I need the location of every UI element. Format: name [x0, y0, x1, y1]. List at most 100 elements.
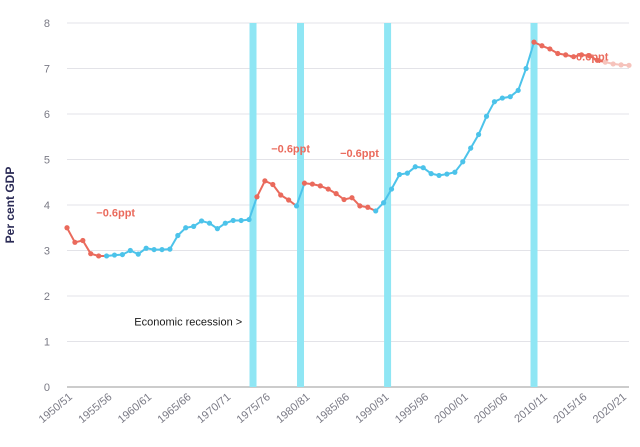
- data-point: [80, 237, 86, 244]
- data-point: [460, 159, 466, 165]
- y-tick-label: 7: [44, 64, 50, 76]
- x-tick-label: 2015/16: [551, 391, 589, 426]
- y-tick-label: 3: [44, 246, 50, 258]
- annotation-label: Economic recession >: [134, 317, 242, 329]
- data-point: [444, 171, 450, 177]
- recession-band: [384, 23, 392, 387]
- data-point: [270, 181, 276, 188]
- data-point: [365, 204, 371, 210]
- data-point: [436, 172, 442, 179]
- data-point: [127, 247, 133, 254]
- y-tick-label: 4: [44, 200, 50, 212]
- x-tick-label: 1995/96: [393, 391, 431, 426]
- annotation-label: −0.6ppt: [271, 144, 310, 156]
- data-point: [388, 186, 395, 192]
- data-point: [254, 194, 260, 200]
- data-point: [103, 253, 110, 259]
- data-point: [523, 65, 529, 72]
- series-segment: [295, 182, 306, 207]
- data-point: [412, 164, 418, 170]
- y-tick-label: 1: [44, 337, 50, 349]
- data-point: [531, 39, 537, 45]
- data-point: [349, 195, 355, 201]
- data-point: [206, 220, 213, 226]
- data-point: [317, 183, 323, 189]
- annotation-label: −0.6ppt: [570, 51, 609, 63]
- data-point: [555, 50, 561, 57]
- data-point: [88, 251, 94, 257]
- x-tick-label: 2010/11: [512, 391, 550, 425]
- data-point: [238, 217, 244, 224]
- y-tick-label: 2: [44, 291, 50, 303]
- data-point: [293, 203, 300, 209]
- data-point: [563, 52, 569, 58]
- data-point: [483, 113, 490, 119]
- x-tick-label: 2020/21: [591, 391, 629, 426]
- y-tick-label: 6: [44, 109, 50, 121]
- data-point: [333, 191, 339, 197]
- x-axis-ticks: 1950/51 1955/56 1960/61 1965/66 1970/71 1975/…: [37, 391, 629, 426]
- x-tick-label: 1950/51: [37, 391, 75, 426]
- annotation-label: −0.6ppt: [340, 148, 379, 160]
- x-tick-label: 2005/06: [472, 391, 510, 426]
- series-segment: [533, 41, 606, 64]
- data-point: [191, 223, 197, 229]
- data-point: [594, 57, 600, 63]
- data-point: [183, 225, 189, 231]
- data-points: [64, 39, 632, 259]
- data-point: [381, 200, 387, 206]
- data-point: [578, 52, 585, 58]
- series-segment: [374, 41, 535, 212]
- data-point: [96, 253, 102, 259]
- data-point: [325, 186, 331, 192]
- data-point: [119, 251, 126, 258]
- x-tick-label: 1975/76: [235, 391, 273, 426]
- data-point: [214, 226, 220, 232]
- data-point: [135, 251, 141, 257]
- data-point: [452, 169, 458, 175]
- y-tick-label: 5: [44, 155, 50, 167]
- data-point: [476, 131, 482, 138]
- data-point: [175, 232, 181, 239]
- data-point: [428, 171, 434, 177]
- data-point: [618, 62, 624, 68]
- y-axis-ticks: 0 1 2 3 4 5 6 7 8: [44, 18, 50, 394]
- data-point: [539, 43, 545, 49]
- data-point: [468, 145, 474, 151]
- data-point: [491, 99, 498, 105]
- x-tick-label: 1985/86: [314, 391, 352, 426]
- data-point: [626, 62, 632, 68]
- data-point: [262, 178, 268, 184]
- data-point: [159, 246, 165, 253]
- y-tick-label: 8: [44, 18, 50, 30]
- data-point: [309, 181, 315, 187]
- y-axis-label: Per cent GDP: [3, 167, 17, 244]
- x-tick-label: 1965/66: [155, 391, 193, 426]
- recession-band: [249, 23, 257, 387]
- data-point: [547, 46, 553, 52]
- data-point: [341, 196, 347, 203]
- data-point: [167, 246, 173, 252]
- data-point: [570, 54, 577, 60]
- data-point: [143, 245, 149, 251]
- annotation-label: −0.6ppt: [96, 207, 135, 219]
- series-segment: [256, 179, 298, 207]
- x-tick-label: 1990/91: [353, 391, 391, 426]
- recession-band: [297, 23, 305, 387]
- x-tick-label: 1960/61: [116, 391, 154, 426]
- data-point: [610, 61, 616, 67]
- data-point: [373, 208, 379, 214]
- data-point: [586, 53, 593, 59]
- data-point: [286, 197, 292, 203]
- series-segment: [106, 196, 258, 257]
- x-tick-label: 1970/71: [195, 391, 233, 426]
- data-point: [404, 170, 410, 176]
- data-point: [357, 203, 363, 209]
- data-point: [420, 165, 426, 171]
- recession-bands: [249, 23, 538, 387]
- x-tick-label: 1955/56: [76, 391, 114, 426]
- data-point: [396, 171, 403, 178]
- data-point: [72, 239, 78, 245]
